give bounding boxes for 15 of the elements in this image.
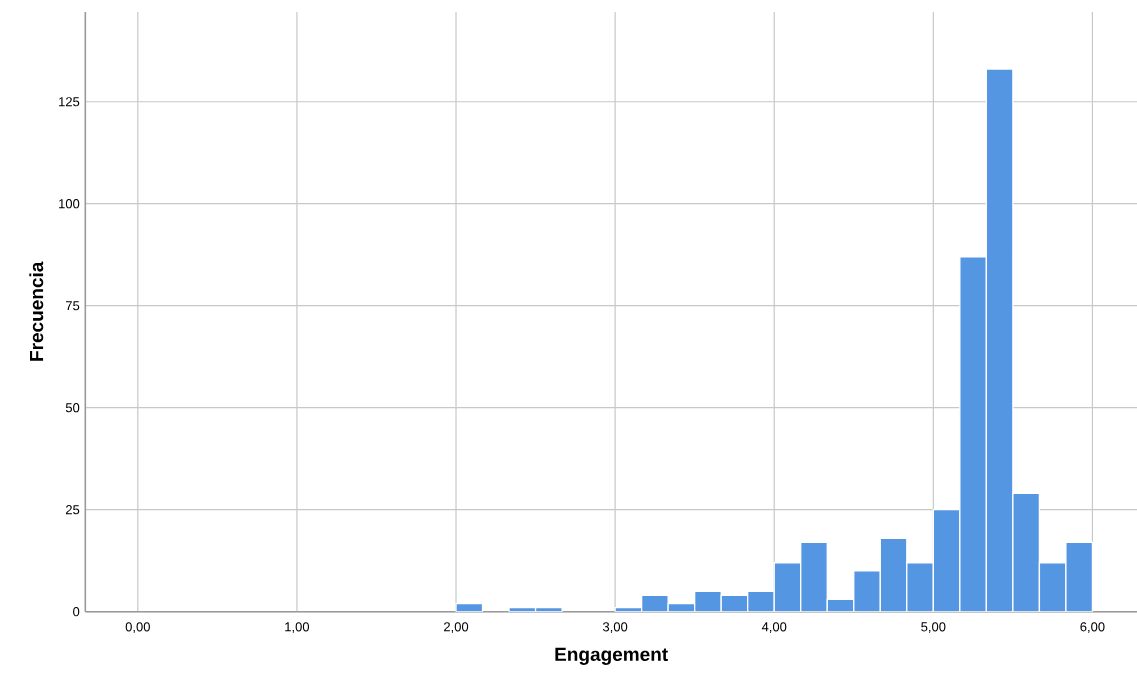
x-tick-label: 6,00	[1080, 622, 1105, 633]
x-tick-label: 5,00	[921, 622, 946, 633]
y-tick-label: 125	[59, 97, 80, 107]
x-axis-title: Engagement	[555, 647, 668, 665]
x-tick-label: 1,00	[285, 622, 310, 633]
y-tick-label: 0	[73, 607, 80, 617]
y-tick-label: 75	[66, 301, 80, 311]
x-tick-label: 4,00	[761, 622, 787, 633]
y-tick-label: 25	[65, 505, 80, 515]
y-axis-title: Frecuencia	[29, 261, 44, 361]
x-tick-label: 0,00	[125, 622, 150, 633]
x-tick-label: 3,00	[602, 622, 628, 633]
y-tick-label: 100	[59, 199, 80, 209]
y-tick-label: 50	[65, 403, 80, 413]
x-tick-label: 2,00	[444, 622, 469, 633]
